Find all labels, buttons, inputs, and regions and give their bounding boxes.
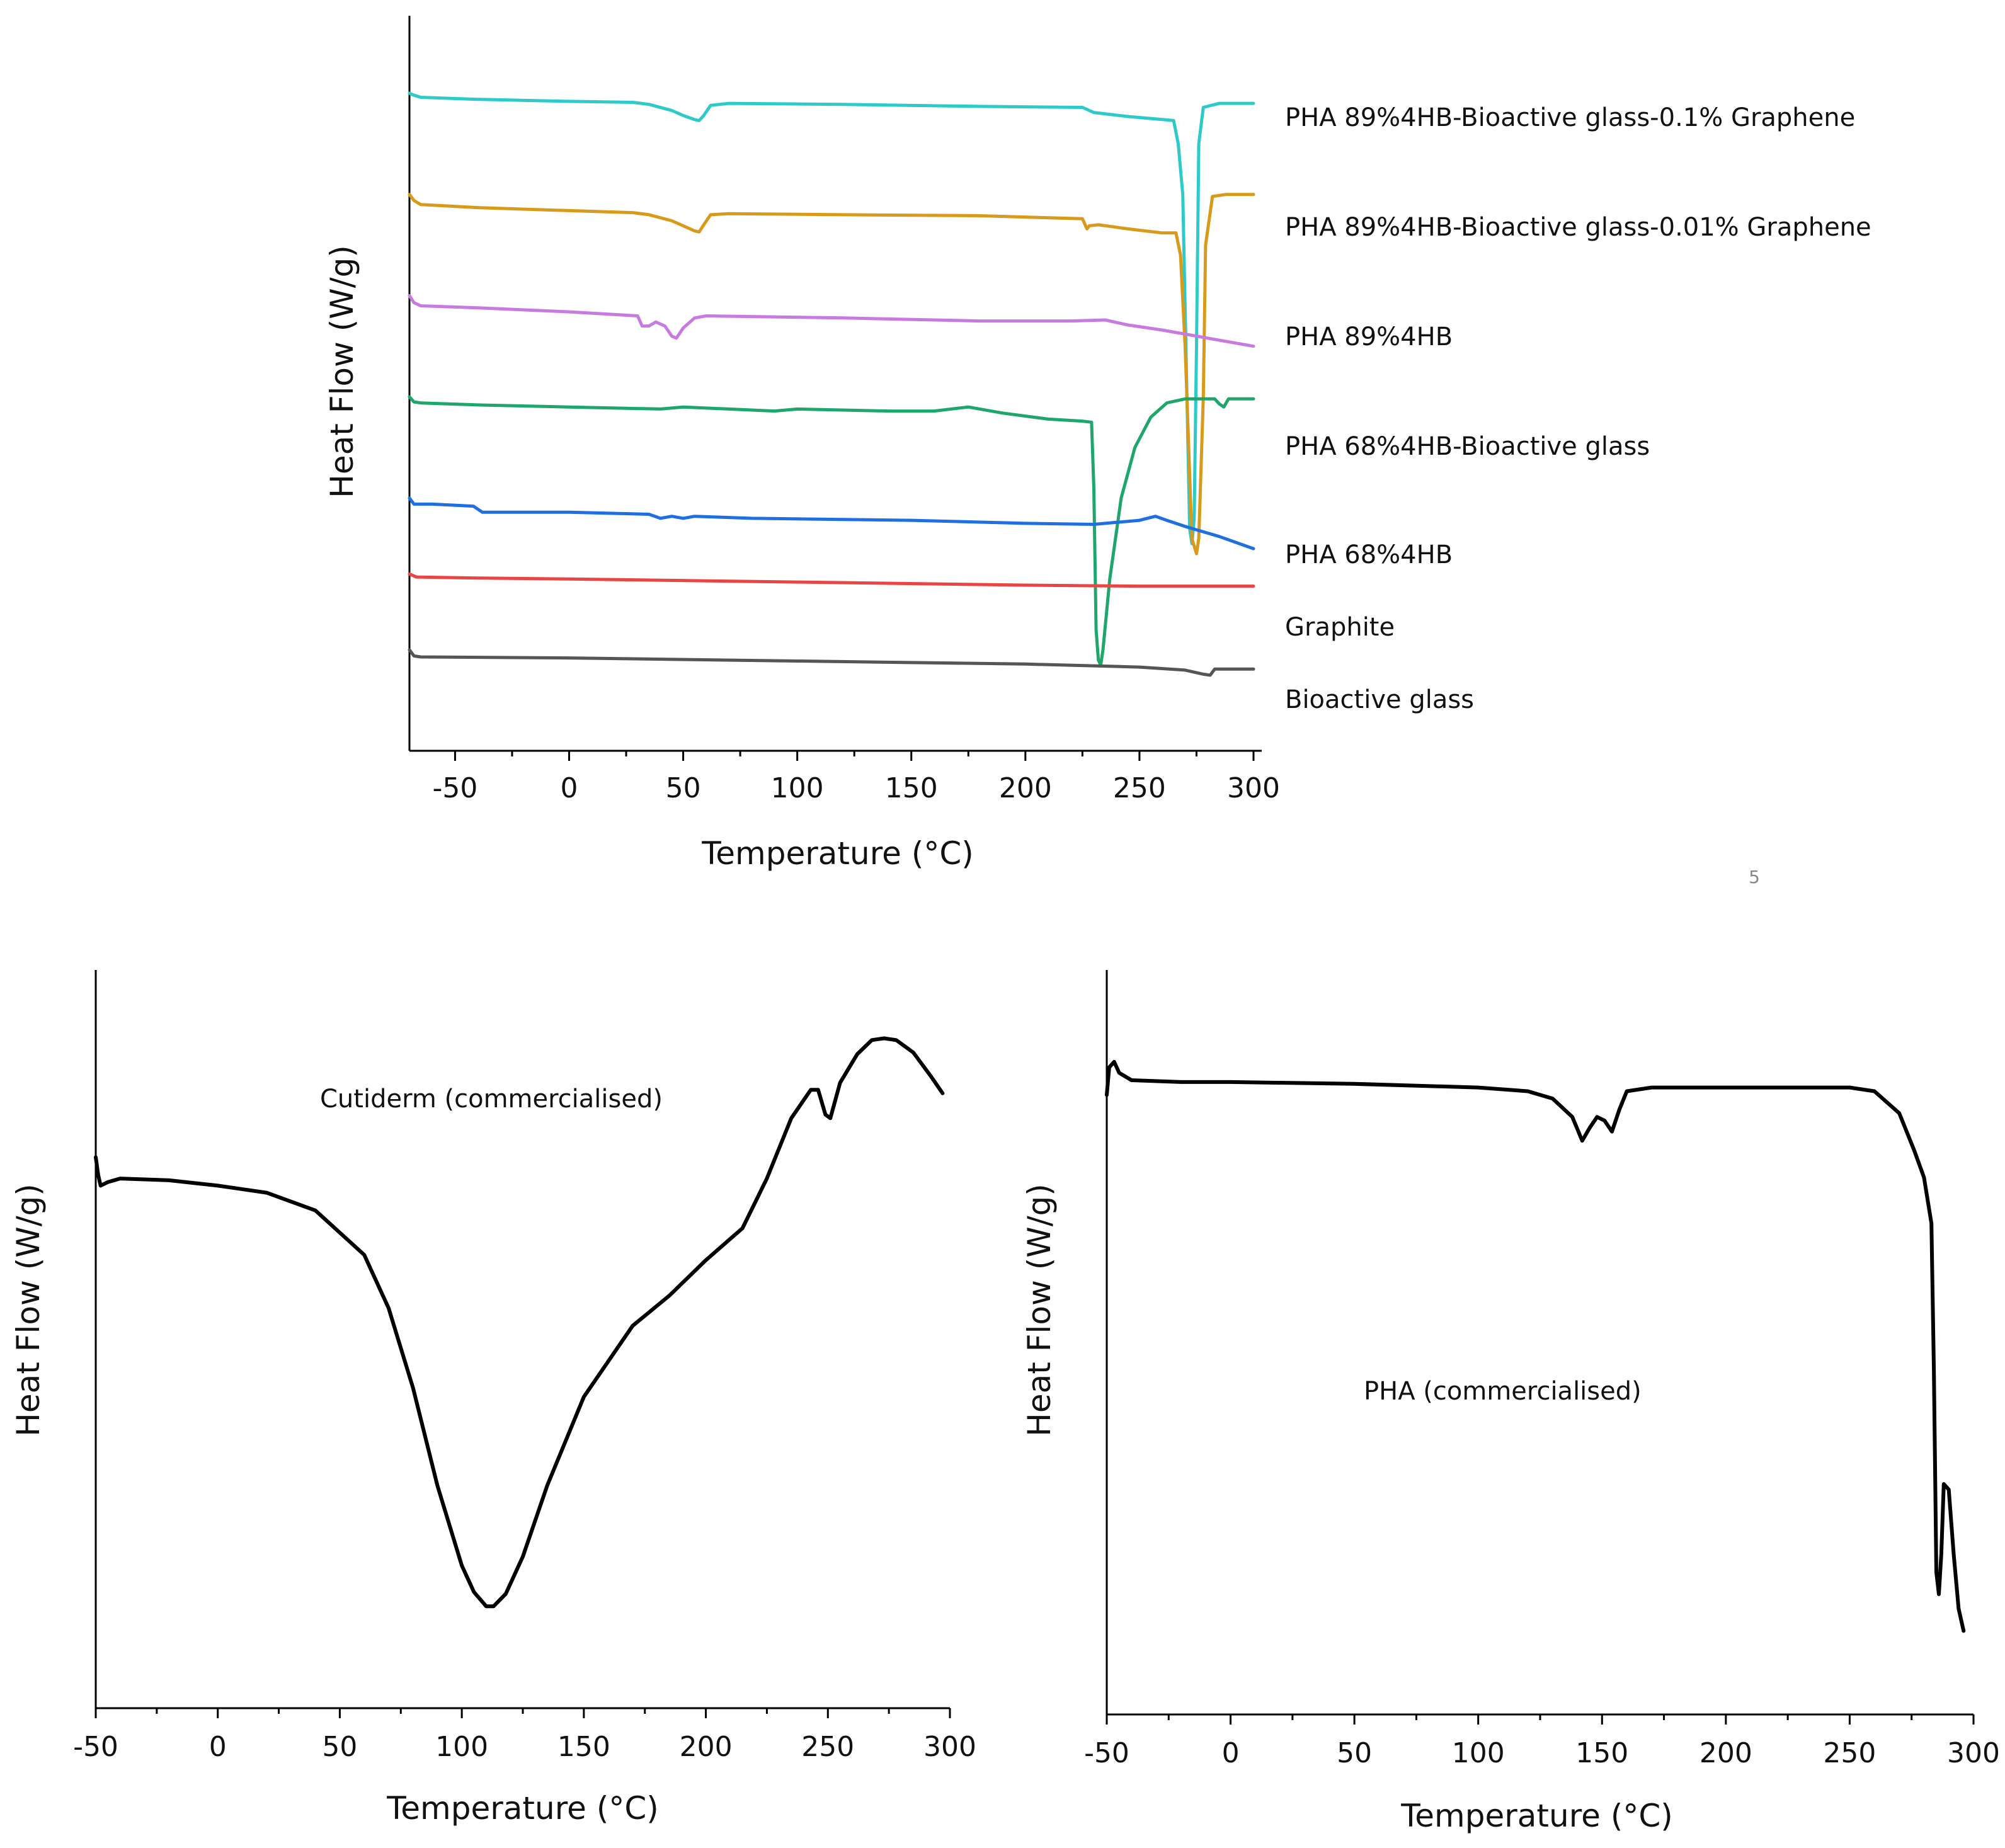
series-line <box>408 395 1255 667</box>
series-line <box>408 294 1255 348</box>
series-line <box>408 572 1255 588</box>
x-tick-label: 200 <box>999 772 1052 804</box>
x-tick-label: -50 <box>1084 1737 1129 1769</box>
page-number: 5 <box>1749 867 1760 887</box>
series-line <box>408 648 1255 677</box>
x-tick-label: 50 <box>1337 1737 1372 1769</box>
x-tick-labels: -50 0 50 100 150 200 250 300 <box>73 1731 976 1763</box>
x-tick-label: 100 <box>771 772 824 804</box>
x-tick-labels: -50 0 50 100 150 200 250 300 <box>432 772 1279 804</box>
x-tick-label: 0 <box>1222 1737 1240 1769</box>
x-tick-label: 300 <box>1947 1737 2000 1769</box>
series-line <box>1105 1059 1966 1633</box>
y-axis-title: Heat Flow (W/g) <box>10 1184 47 1437</box>
legend-label: PHA 68%4HB <box>1285 540 1453 569</box>
legend: PHA 89%4HB-Bioactive glass-0.1% Graphene… <box>1285 103 1871 714</box>
x-axis-title: Temperature (°C) <box>701 835 974 872</box>
x-tick-label: 200 <box>680 1731 733 1763</box>
x-tick-label: 50 <box>322 1731 357 1763</box>
legend-label: PHA 89%4HB-Bioactive glass-0.01% Graphen… <box>1285 213 1871 242</box>
x-tick-label: 0 <box>209 1731 227 1763</box>
x-tick-label: 300 <box>1227 772 1280 804</box>
x-tick-label: 250 <box>1823 1737 1876 1769</box>
x-tick-label: 0 <box>561 772 578 804</box>
x-axis-title: Temperature (°C) <box>1400 1798 1673 1834</box>
x-tick-label: -50 <box>432 772 477 804</box>
series-group <box>408 91 1255 677</box>
x-tick-label: 150 <box>557 1731 610 1763</box>
x-tick-label: 150 <box>1575 1737 1628 1769</box>
x-tick-marks <box>454 751 1255 761</box>
series-line <box>408 193 1255 556</box>
x-tick-label: 300 <box>923 1731 976 1763</box>
chart-annotation: PHA (commercialised) <box>1364 1377 1642 1406</box>
x-tick-label: -50 <box>73 1731 118 1763</box>
y-axis-title: Heat Flow (W/g) <box>324 245 360 498</box>
legend-label: PHA 89%4HB <box>1285 322 1453 351</box>
x-tick-label: 250 <box>801 1731 854 1763</box>
chart-bottom-right: -50 0 50 100 150 200 250 300 PHA (commercialise… <box>1021 970 2000 1834</box>
chart-annotation: Cutiderm (commercialised) <box>320 1085 663 1114</box>
x-tick-label: 200 <box>1699 1737 1752 1769</box>
x-tick-labels: -50 0 50 100 150 200 250 300 <box>1084 1737 2000 1769</box>
legend-label: PHA 68%4HB-Bioactive glass <box>1285 432 1650 461</box>
chart-bottom-left: -50 0 50 100 150 200 250 300 Cutiderm (commerci… <box>10 970 976 1827</box>
legend-label: Graphite <box>1285 613 1395 642</box>
x-tick-marks <box>94 1708 951 1718</box>
series-line <box>408 496 1255 550</box>
series-line <box>94 1036 945 1609</box>
x-axis-title: Temperature (°C) <box>386 1790 659 1827</box>
x-tick-label: 100 <box>1452 1737 1505 1769</box>
y-axis-title: Heat Flow (W/g) <box>1021 1184 1058 1437</box>
series-group <box>94 1036 945 1609</box>
chart-top: -50 0 50 100 150 200 250 300 PHA 89%4HB-Bioacti… <box>324 16 1871 872</box>
x-tick-label: 150 <box>885 772 938 804</box>
x-tick-label: 100 <box>435 1731 488 1763</box>
legend-label: Bioactive glass <box>1285 685 1474 714</box>
legend-label: PHA 89%4HB-Bioactive glass-0.1% Graphene <box>1285 103 1855 132</box>
x-tick-label: 50 <box>666 772 701 804</box>
series-group <box>1105 1059 1966 1633</box>
series-line <box>408 91 1255 545</box>
x-tick-label: 250 <box>1113 772 1166 804</box>
x-tick-marks <box>1105 1714 1975 1725</box>
